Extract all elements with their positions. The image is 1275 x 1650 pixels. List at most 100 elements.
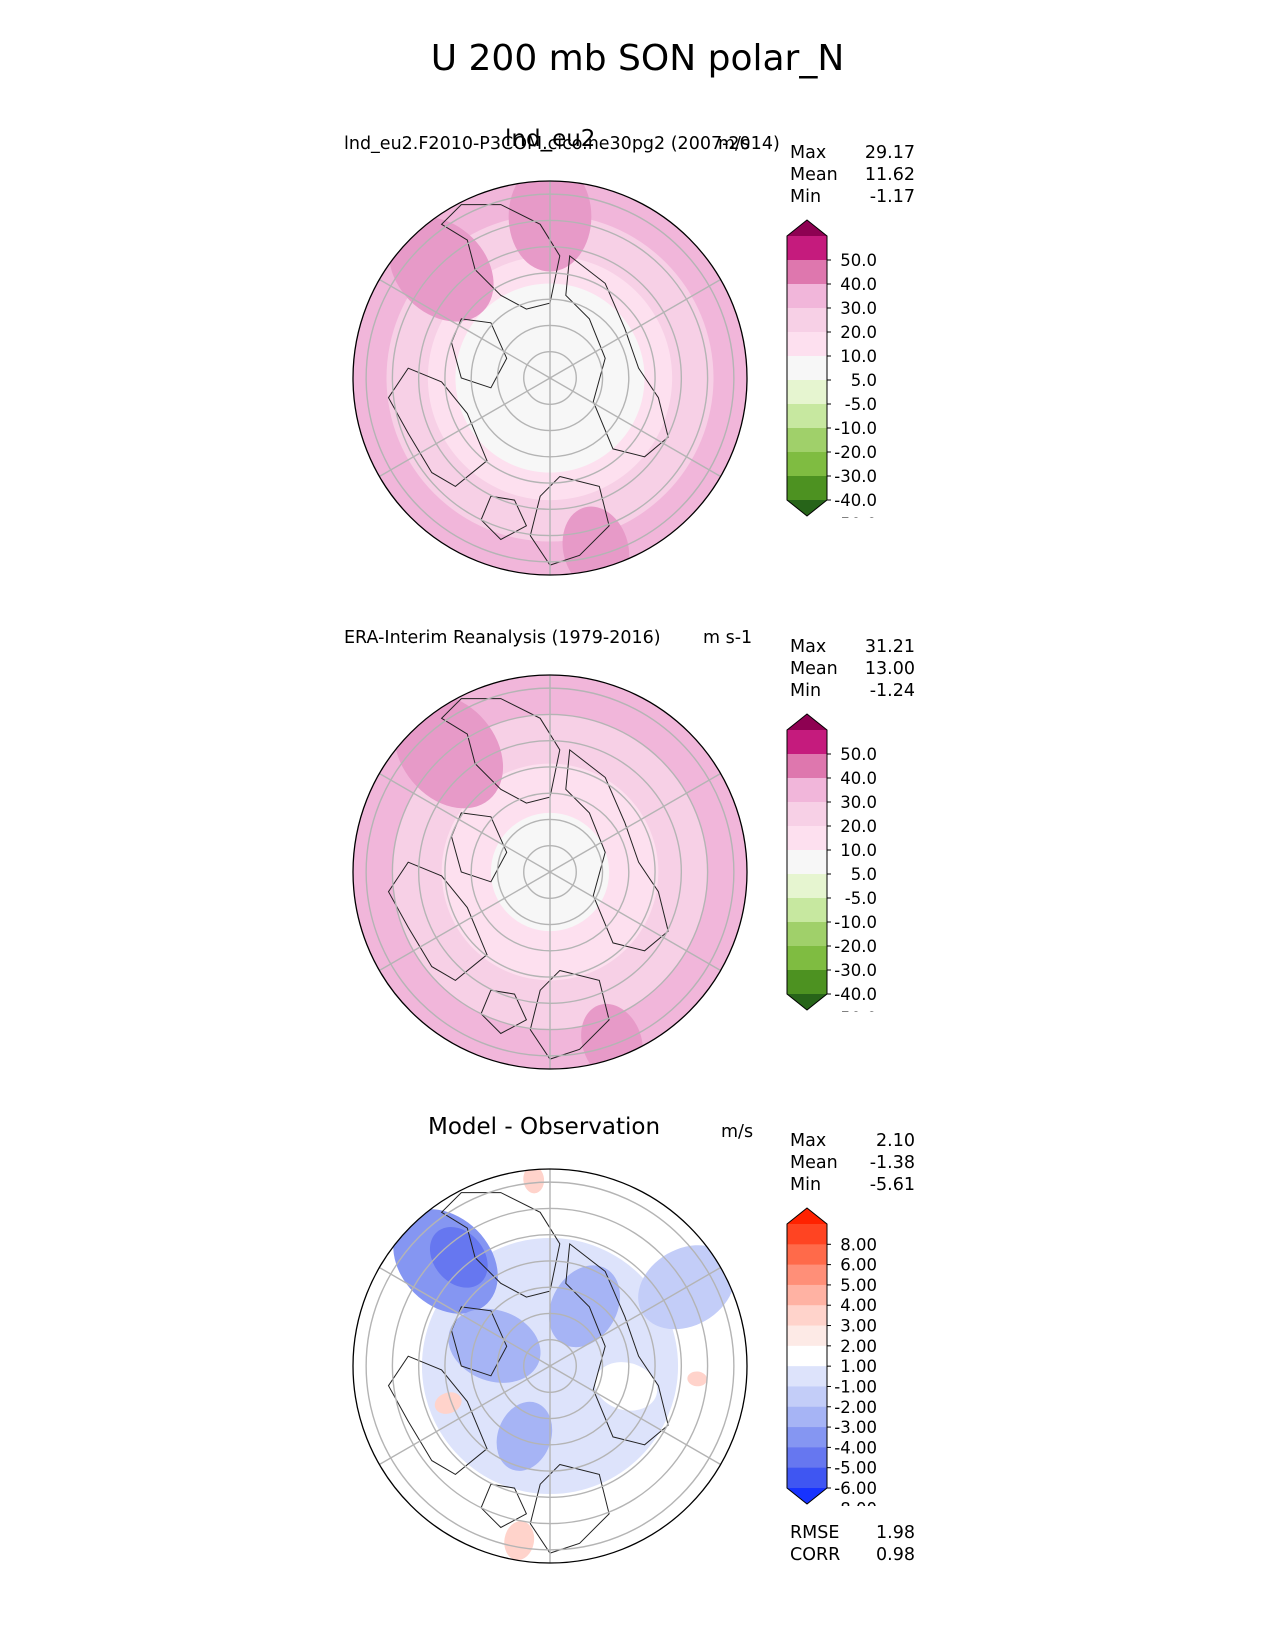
colorbar-tick-label: -2.00 [834,1398,877,1417]
coastline [529,475,610,566]
colorbar-segment [787,236,827,261]
panel-reference: ERA-Interim Reanalysis (1979-2016) m s-1… [0,612,1275,1102]
colorbar-segment [787,1366,827,1387]
colorbar-segment [787,428,827,453]
meridian-gridline [549,1365,721,1466]
meridian-gridline [379,772,551,873]
stat-value: -1.38 [869,1153,915,1173]
stat-min: Min -1.24 [790,680,915,702]
colorbar-segment [787,1284,827,1306]
colorbar-segment [787,730,827,755]
colorbar-segment [787,380,827,405]
meridian-gridline [379,871,551,972]
meridian-gridline [549,871,721,972]
map-field [353,1169,747,1563]
colorbar-tick-label: 30.0 [840,793,877,812]
field-patch [429,1227,488,1288]
meridian-gridline [379,377,551,478]
field-patch [687,1371,708,1387]
field-patch [496,1401,553,1471]
colorbar-segment [787,1345,827,1367]
stat-value: 29.17 [864,143,915,163]
colorbar-segment [787,970,827,995]
colorbar-segment [787,946,827,971]
panel-units: m/s [721,1122,754,1142]
stat-value: 2.10 [876,1131,915,1151]
panel-title-left: lnd_eu2.F2010-P3COM.cico.ne30pg2 (2007-2… [344,134,780,154]
stat-rmse: RMSE 1.98 [790,1522,915,1544]
stat-value: -1.24 [869,681,915,701]
colorbar-tick-label: 8.00 [840,1235,877,1254]
panel-units: m s-1 [703,628,753,648]
meridian-gridline [379,278,551,379]
colorbar-tick-label: -20.0 [834,443,877,462]
colorbar-tick-label: 4.00 [840,1296,877,1315]
colorbar-tick-label: -40.0 [834,491,877,510]
colorbar-tick-label: -5.0 [845,889,877,908]
colorbar-tick-label: 5.0 [851,371,877,390]
meridian-gridline [549,377,721,478]
colorbar-tick-label: -30.0 [834,467,877,486]
colorbar-extend-min [787,1488,827,1504]
stat-value: 11.62 [864,165,915,185]
colorbar-extend-max [787,714,827,730]
colorbar-tick-label: 30.0 [840,299,877,318]
stat-max: Max 29.17 [790,142,915,164]
stat-label: Min [790,1175,822,1195]
colorbar-tick-label: -50.0 [834,515,877,518]
panel-units: m/s [718,134,751,154]
colorbar-segment [787,802,827,827]
colorbar-segment [787,1447,827,1469]
colorbar-extend-max [787,1208,827,1224]
colorbar-segment [787,898,827,923]
colorbar-segment [787,308,827,333]
colorbar: 8.00 6.005.004.00 3.002.001.00-1.00 -2.00-3… [786,1207,877,1506]
colorbar-tick-label: 1.00 [840,1357,877,1376]
colorbar-segment [787,1244,827,1266]
colorbar-extend-min [787,500,827,516]
meridian-gridline [379,1365,551,1466]
coastline [565,748,669,952]
colorbar-segment [787,332,827,357]
stat-label: RMSE [790,1523,840,1543]
colorbar-tick-label: 40.0 [840,275,877,294]
stat-label: Mean [790,165,838,185]
colorbar-tick-label: -30.0 [834,961,877,980]
panel-title-center: lnd_eu2 [505,126,596,152]
colorbar-tick-label: 20.0 [840,323,877,342]
stat-value: 31.21 [864,637,915,657]
stat-value: 1.98 [876,1523,915,1543]
coastline [565,254,669,458]
map-border [352,180,748,576]
stat-max: Max 31.21 [790,636,915,658]
stat-value: 0.98 [876,1545,915,1565]
colorbar-segment [787,260,827,285]
meridian-gridline [549,1266,721,1367]
colorbar-tick-label: 6.00 [840,1256,877,1275]
colorbar-segment [787,1467,827,1489]
field-patch [504,1521,535,1561]
stat-value: -1.17 [869,187,915,207]
coastline [529,969,610,1060]
field-patch [434,1392,462,1414]
figure-title: U 200 mb SON polar_N [430,38,845,79]
colorbar-segment [787,778,827,803]
panel-title-left: ERA-Interim Reanalysis (1979-2016) [344,628,661,648]
stat-label: CORR [790,1545,841,1565]
colorbar-segment [787,1427,827,1448]
colorbar-extend-max [787,220,827,236]
map-field [353,675,747,1069]
colorbar-tick-label: 2.00 [840,1337,877,1356]
colorbar-tick-label: -3.00 [834,1418,877,1437]
polar-map [352,674,748,1070]
colorbar-tick-label: 10.0 [840,347,877,366]
colorbar-tick-label: -10.0 [834,913,877,932]
colorbar-segment [787,1325,827,1347]
coastline [529,1463,610,1554]
stats-box: Max 29.17 Mean 11.62 Min -1.17 [790,142,915,208]
colorbar-segment [787,476,827,501]
colorbar-extend-min [787,994,827,1010]
stat-label: Max [790,143,827,163]
field-patch [548,1265,620,1348]
colorbar-segment [787,922,827,947]
